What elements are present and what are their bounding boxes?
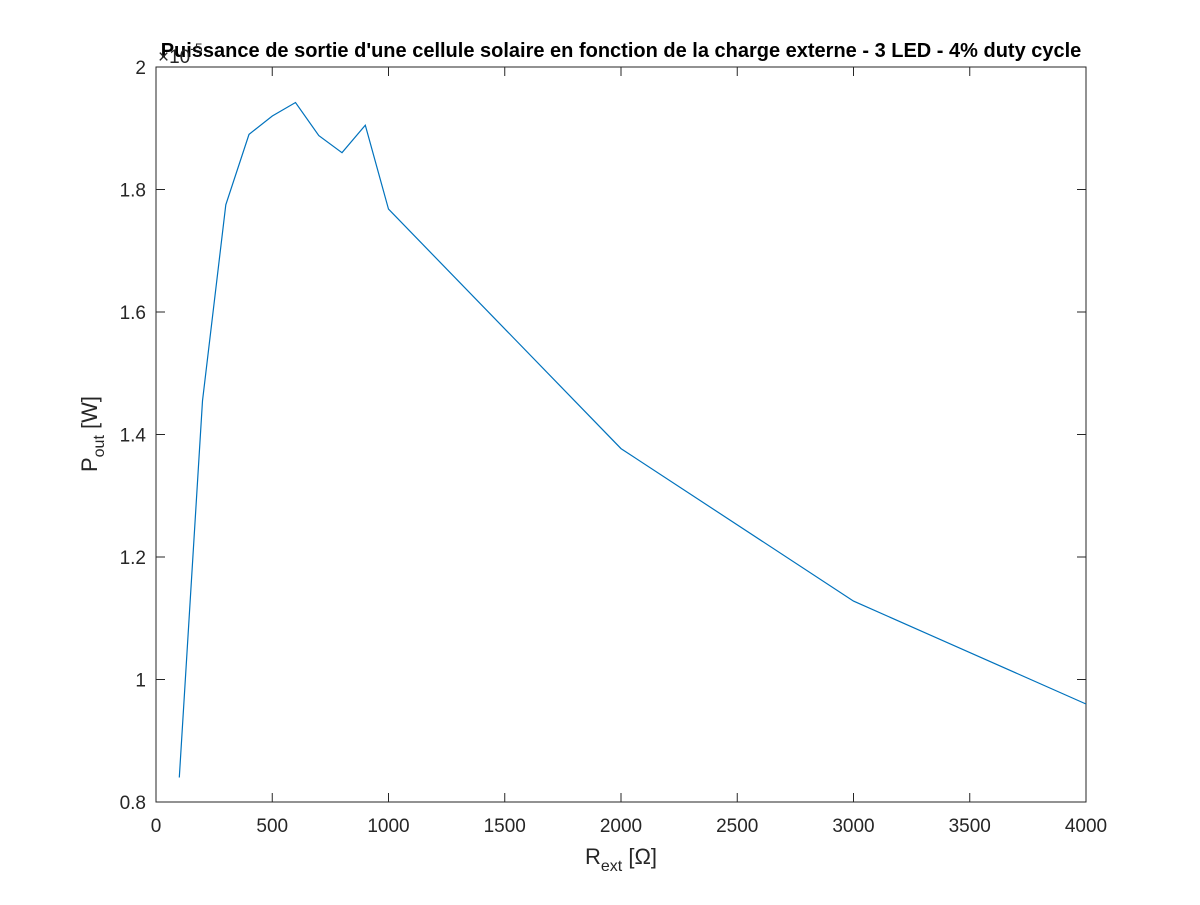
x-tick-label: 4000 — [1065, 816, 1107, 837]
y-axis-exponent: ×10-5 — [158, 40, 203, 68]
series-line — [178, 101, 1087, 778]
x-tick-label: 0 — [151, 816, 162, 837]
y-exponent-power: -5 — [190, 40, 203, 56]
x-axis: 0 500 1000 1500 2000 2500 3000 3500 4000 — [151, 67, 1107, 837]
x-axis-title-main: R — [585, 844, 601, 869]
x-tick-label: 2000 — [600, 816, 642, 837]
x-axis-title-sub: ext — [601, 858, 623, 875]
x-tick-label: 500 — [256, 816, 288, 837]
y-exponent-base: ×10 — [158, 47, 190, 68]
y-tick-label: 2 — [135, 58, 146, 79]
y-tick-label: 0.8 — [120, 793, 146, 814]
x-tick-label: 2500 — [716, 816, 758, 837]
x-axis-title: Rext [Ω] — [585, 844, 657, 875]
y-axis-title: Pout [W] — [77, 396, 108, 472]
y-tick-label: 1.6 — [120, 303, 146, 324]
chart-title: Puissance de sortie d'une cellule solair… — [161, 40, 1082, 62]
y-axis-title-main: P — [77, 457, 102, 472]
y-axis-title-unit: [W] — [77, 396, 102, 435]
y-tick-label: 1.2 — [120, 548, 146, 569]
y-tick-label: 1.4 — [120, 426, 147, 447]
x-tick-label: 3500 — [949, 816, 991, 837]
x-tick-label: 1000 — [367, 816, 409, 837]
plot-area — [155, 66, 1087, 803]
x-axis-title-unit: [Ω] — [622, 844, 657, 869]
x-tick-label: 3000 — [832, 816, 874, 837]
y-tick-label: 1 — [135, 671, 146, 692]
y-axis-title-sub: out — [91, 435, 108, 458]
y-axis: 0.8 1 1.2 1.4 1.6 1.8 2 — [120, 58, 1086, 814]
x-tick-label: 1500 — [484, 816, 526, 837]
y-tick-label: 1.8 — [120, 181, 146, 202]
